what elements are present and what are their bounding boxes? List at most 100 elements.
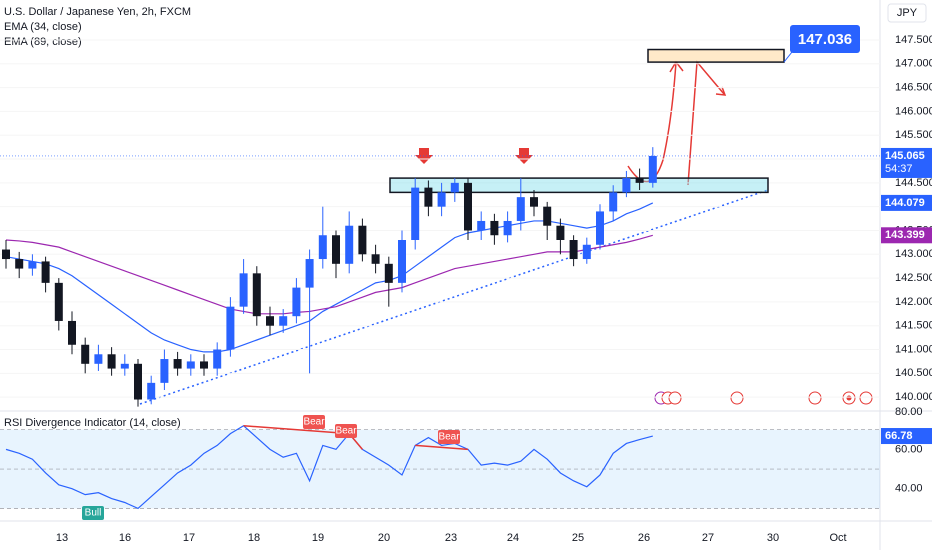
event-icon[interactable] (808, 391, 822, 405)
x-tick-label: 25 (572, 532, 584, 544)
candle-body (252, 273, 261, 317)
y-tick-label: 147.500 (895, 34, 932, 46)
y-tick-label: 141.500 (895, 320, 932, 332)
signal-badge (303, 415, 325, 429)
candle-body (464, 182, 472, 231)
price-tag-label: 143.399 (885, 229, 925, 241)
candle-body (503, 220, 512, 236)
candle-body (345, 225, 354, 264)
candle-body (596, 211, 604, 245)
candle-body (635, 178, 644, 183)
candle-body (279, 316, 288, 326)
event-icon[interactable] (859, 391, 873, 405)
price-tag-label: 144.079 (885, 197, 925, 209)
x-tick-label: 18 (248, 532, 260, 544)
candle-body (516, 197, 525, 221)
candle-body (81, 344, 90, 364)
event-icon[interactable] (668, 391, 682, 405)
target-callout (790, 25, 860, 53)
signal-badge (335, 424, 357, 438)
y-tick-label: 140.500 (895, 367, 932, 379)
x-tick-label: 20 (378, 532, 390, 544)
candle-body (424, 187, 433, 207)
candle-body (582, 244, 591, 260)
legend-entry: EMA (34, close) (4, 21, 82, 33)
candle-body (266, 316, 274, 326)
y-tick-label: 143.000 (895, 248, 932, 260)
signal-label: Bear (303, 417, 325, 428)
candle-body (94, 354, 103, 364)
price-tag-label: 66.78 (885, 430, 913, 442)
callout-pointer (783, 51, 793, 63)
x-tick-label: 13 (56, 532, 68, 544)
target-zone (647, 48, 785, 63)
candle-body (134, 363, 142, 400)
y-tick-label: 140.000 (895, 391, 932, 403)
candle-body (411, 187, 420, 240)
x-tick-label: 19 (312, 532, 324, 544)
candle-body (543, 206, 552, 226)
currency-button[interactable] (887, 3, 927, 23)
price-tag (881, 227, 932, 244)
pane-title: RSI Divergence Indicator (14, close) (4, 417, 181, 429)
candle-body (622, 178, 631, 193)
y-tick-label: 142.500 (895, 272, 932, 284)
projection-arrow-head (715, 86, 727, 96)
signal-label: Bear (438, 432, 460, 443)
price-tag (881, 194, 932, 211)
candle-body (384, 263, 393, 283)
candle-body (239, 273, 248, 307)
signal-badge (438, 430, 460, 444)
line-series (5, 425, 653, 510)
price-tag (881, 147, 932, 178)
candle-body (609, 192, 618, 212)
candle-body (332, 235, 340, 264)
event-icon[interactable] (730, 391, 744, 405)
candle-body (569, 240, 578, 260)
candle-body (160, 359, 169, 383)
event-icons (654, 391, 873, 405)
candle-body (358, 225, 367, 255)
x-tick-label: 27 (702, 532, 714, 544)
down-arrow (415, 148, 433, 164)
x-tick-label: 16 (119, 532, 131, 544)
trendline (139, 189, 769, 405)
candle-body (318, 235, 327, 260)
y-tick-label: 141.000 (895, 343, 932, 355)
candle-body (200, 361, 208, 369)
candle-body (305, 259, 314, 288)
signal-label: Bull (85, 508, 102, 519)
resistance-zone (389, 177, 769, 194)
target-callout-label: 147.036 (798, 31, 852, 48)
y-tick-label: 146.500 (895, 82, 932, 94)
candle-body (68, 320, 76, 345)
price-tag-label: 145.065 (885, 150, 925, 162)
candle-body (41, 261, 50, 283)
candle-body (54, 282, 63, 321)
x-tick-label: 26 (638, 532, 650, 544)
line-series (5, 234, 653, 315)
candle-body (107, 354, 116, 369)
candle-body (556, 225, 565, 240)
divergence-line (415, 444, 469, 451)
y-tick-label: 145.500 (895, 129, 932, 141)
price-tag (881, 428, 932, 445)
y-tick-label: 146.000 (895, 105, 932, 117)
y-tick-label: 147.000 (895, 58, 932, 70)
candle-body (28, 261, 37, 269)
event-icon-dot (846, 395, 852, 401)
x-tick-label: 24 (507, 532, 519, 544)
candle-body (120, 363, 129, 369)
candle-body (186, 361, 195, 369)
legend-entry: EMA (89, close) (4, 36, 82, 48)
chart-title: U.S. Dollar / Japanese Yen, 2h, FXCM (4, 6, 191, 18)
countdown: 54:37 (885, 163, 913, 175)
down-arrow (515, 148, 533, 164)
candle-body (226, 306, 235, 350)
candle-body (173, 359, 182, 369)
signal-badge (82, 506, 104, 520)
x-tick-label: 17 (183, 532, 195, 544)
y-tick-label: 60.00 (895, 443, 923, 455)
candle-body (648, 155, 657, 183)
